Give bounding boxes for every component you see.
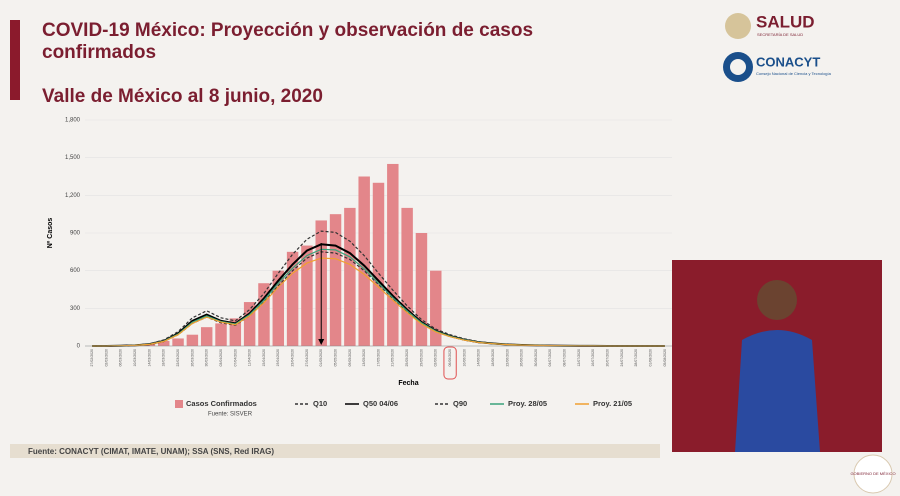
slide-title: COVID-19 México: Proyección y observació…	[42, 20, 534, 63]
x-tick-label: 08/07/2020	[563, 349, 567, 367]
bar	[200, 327, 213, 346]
x-tick-label: 10/06/2020	[462, 349, 466, 367]
bar	[215, 323, 227, 346]
x-tick-label: 07/04/2020	[233, 349, 237, 367]
legend-label: Q90	[453, 399, 467, 408]
x-tick-label: 26/03/2020	[190, 349, 194, 367]
x-tick-label: 29/05/2020	[419, 349, 423, 367]
bar	[243, 302, 256, 346]
x-tick-label: 04/07/2020	[548, 349, 552, 367]
bar	[430, 270, 442, 346]
y-tick-label: 900	[70, 231, 81, 237]
y-tick-label: 1,200	[65, 193, 81, 199]
x-tick-label: 12/07/2020	[577, 349, 581, 367]
x-tick-label: 14/03/2020	[147, 349, 151, 367]
x-tick-label: 28/07/2020	[634, 349, 638, 367]
conacyt-logo: CONACYT	[756, 54, 820, 69]
x-tick-label: 22/06/2020	[505, 349, 509, 367]
footer-band	[10, 444, 660, 458]
chart-note: Fuente: SISVER	[208, 412, 253, 418]
bar	[387, 163, 399, 346]
gobierno-logo	[853, 454, 893, 494]
x-tick-label: 06/03/2020	[119, 349, 123, 367]
legend-label: Proy. 28/05	[508, 399, 547, 408]
x-tick-label: 05/08/2020	[663, 349, 667, 367]
bar	[329, 214, 342, 346]
bar	[272, 270, 285, 346]
accent-bar	[10, 20, 20, 100]
legend-label: Casos Confirmados	[186, 399, 257, 408]
x-tick-label: 27/04/2020	[305, 349, 309, 367]
salud-logo: SALUD	[756, 12, 815, 31]
legend-label: Q10	[313, 399, 327, 408]
date-highlight	[443, 346, 457, 380]
x-tick-label: 02/03/2020	[104, 349, 108, 367]
x-tick-label: 10/03/2020	[133, 349, 137, 367]
x-tick-label: 20/07/2020	[605, 349, 609, 367]
interpreter-head	[757, 280, 797, 320]
x-tick-label: 27/02/2020	[90, 349, 94, 367]
bar	[358, 176, 370, 346]
x-tick-label: 21/05/2020	[391, 349, 395, 367]
x-tick-label: 01/08/2020	[648, 349, 652, 367]
x-tick-label: 15/04/2020	[262, 349, 266, 367]
x-tick-label: 13/05/2020	[362, 349, 366, 367]
legend-swatch	[175, 400, 183, 408]
x-tick-label: 30/03/2020	[205, 349, 209, 367]
bar	[301, 245, 313, 346]
bar	[186, 334, 199, 346]
x-tick-label: 11/04/2020	[248, 349, 252, 366]
x-axis-label: Fecha	[398, 380, 418, 387]
bar	[258, 283, 270, 346]
x-tick-label: 23/04/2020	[291, 349, 295, 367]
bar	[172, 338, 184, 346]
legend-label: Q50 04/06	[363, 399, 398, 408]
bar	[286, 251, 299, 346]
slide-subtitle: Valle de México al 8 junio, 2020	[42, 86, 323, 107]
x-tick-label: 22/03/2020	[176, 349, 180, 367]
x-tick-label: 26/06/2020	[520, 349, 524, 367]
x-tick-label: 18/06/2020	[491, 349, 495, 367]
x-tick-label: 24/07/2020	[620, 349, 624, 367]
conacyt-sub: Consejo Nacional de Ciencia y Tecnología	[756, 71, 832, 76]
x-tick-label: 01/05/2020	[319, 349, 323, 367]
bar	[229, 318, 242, 346]
x-tick-label: 06/06/2020	[448, 349, 452, 367]
x-tick-label: 02/06/2020	[434, 349, 438, 367]
y-tick-label: 1,800	[65, 118, 81, 124]
salud-sub: SECRETARÍA DE SALUD	[757, 32, 803, 37]
x-tick-label: 14/06/2020	[477, 349, 481, 367]
y-tick-label: 300	[70, 306, 81, 312]
peak-arrowhead	[318, 339, 325, 345]
x-tick-label: 19/04/2020	[276, 349, 280, 367]
bar	[401, 207, 413, 346]
x-tick-label: 18/03/2020	[162, 349, 166, 367]
x-tick-label: 16/07/2020	[591, 349, 595, 367]
y-axis-label: Nº Casos	[47, 218, 54, 249]
y-tick-label: 0	[77, 344, 81, 350]
bar	[158, 340, 170, 346]
bar	[344, 207, 356, 346]
conacyt-emblem-inner	[730, 59, 746, 75]
legend-label: Proy. 21/05	[593, 399, 632, 408]
bar	[372, 182, 385, 346]
x-tick-label: 25/05/2020	[405, 349, 409, 367]
gobierno-text: GOBIERNO DE MÉXICO	[850, 471, 895, 476]
footer-source: Fuente: CONACYT (CIMAT, IMATE, UNAM); SS…	[28, 447, 274, 456]
x-tick-label: 03/04/2020	[219, 349, 223, 367]
x-tick-label: 09/05/2020	[348, 349, 352, 367]
x-tick-label: 17/05/2020	[376, 349, 380, 367]
y-tick-label: 600	[70, 268, 81, 274]
x-tick-label: 30/06/2020	[534, 349, 538, 367]
y-tick-label: 1,500	[65, 155, 81, 161]
salud-emblem	[725, 13, 751, 39]
bar	[415, 233, 428, 346]
x-tick-label: 05/05/2020	[333, 349, 337, 367]
interpreter-body	[735, 330, 820, 452]
